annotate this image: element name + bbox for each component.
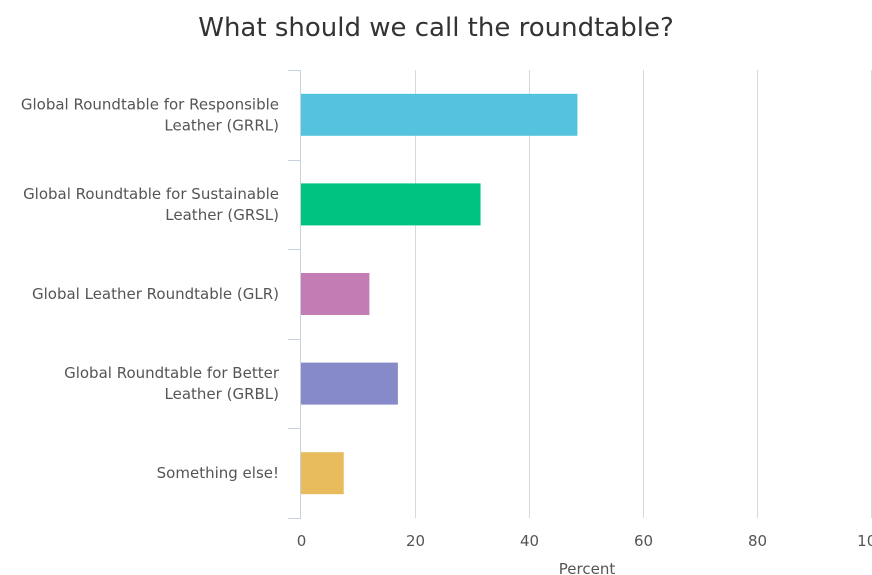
x-tick-label: 0 xyxy=(297,532,307,550)
bars xyxy=(301,93,578,495)
category-label: Global Roundtable for Responsible Leather… xyxy=(21,95,279,134)
chart-title: What should we call the roundtable? xyxy=(198,13,674,43)
category-label: Global Roundtable for Sustainable Leather… xyxy=(23,185,279,224)
x-tick-label: 60 xyxy=(634,532,653,550)
category-label-line: Global Roundtable for Responsible xyxy=(21,95,279,113)
x-tick-label: 40 xyxy=(520,532,539,550)
bar[interactable] xyxy=(301,93,578,136)
category-labels: Global Roundtable for Responsible Leather… xyxy=(21,95,280,482)
category-label-line: Something else! xyxy=(157,464,279,482)
category-label-line: Leather (GRRL) xyxy=(164,116,279,134)
bar[interactable] xyxy=(301,183,481,226)
x-tick-label: 20 xyxy=(406,532,425,550)
category-label-line: Global Roundtable for Sustainable xyxy=(23,185,279,203)
category-label: Global Roundtable for Better Leather (GRB… xyxy=(64,364,280,403)
category-label-line: Global Leather Roundtable (GLR) xyxy=(32,285,279,303)
category-axis xyxy=(288,70,301,519)
x-tick-label: 80 xyxy=(748,532,767,550)
category-label-line: Global Roundtable for Better xyxy=(64,364,280,382)
category-label: Something else! xyxy=(157,464,279,482)
category-label-line: Leather (GRSL) xyxy=(165,206,279,224)
bar[interactable] xyxy=(301,273,370,315)
grid-lines xyxy=(415,70,872,518)
x-axis-title: Percent xyxy=(559,560,616,575)
x-tick-labels: 0 20 40 60 80 100 xyxy=(297,532,872,550)
category-label-line: Leather (GRBL) xyxy=(165,385,279,403)
bar[interactable] xyxy=(301,452,344,495)
category-label: Global Leather Roundtable (GLR) xyxy=(32,285,279,303)
x-tick-label: 100 xyxy=(857,532,872,550)
bar[interactable] xyxy=(301,362,398,405)
